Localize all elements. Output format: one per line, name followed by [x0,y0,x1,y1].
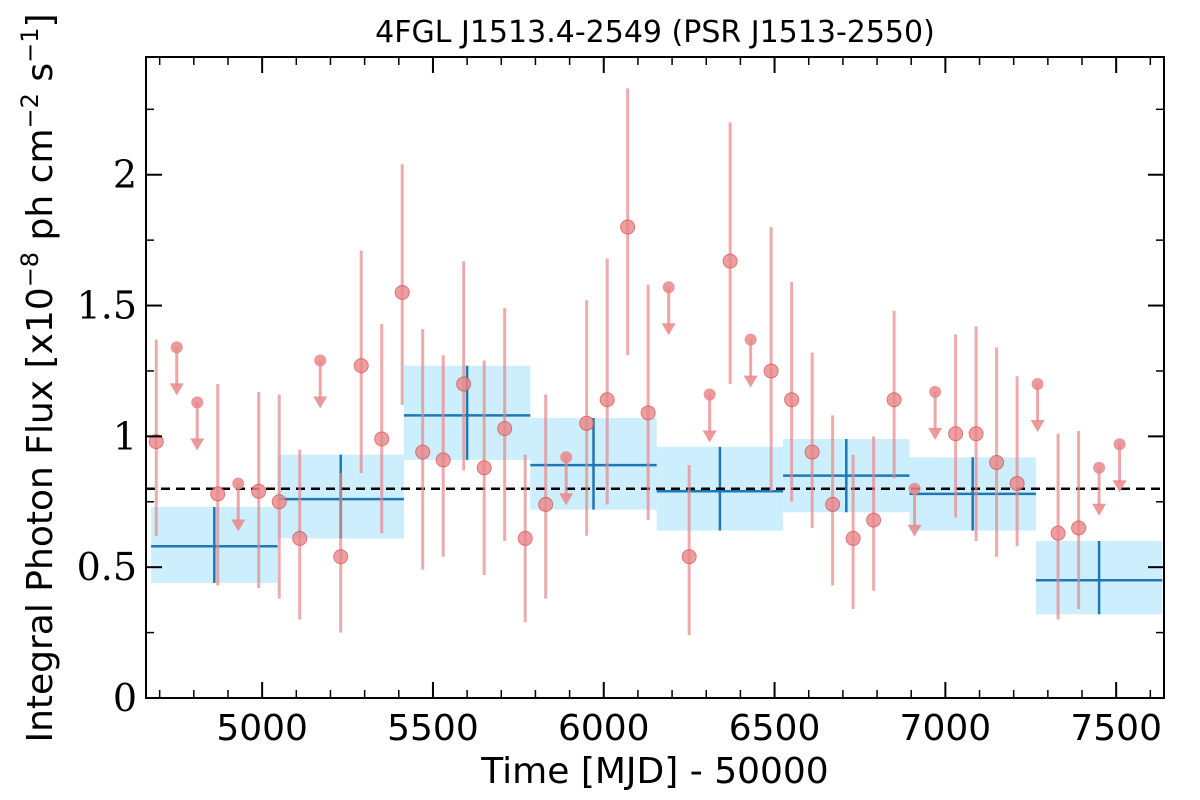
upper-limit-marker-37 [908,482,921,495]
data-point-24 [640,405,656,421]
data-point-32 [804,444,820,460]
upper-limit-arrow-29 [743,375,758,388]
data-point-44 [1050,525,1066,541]
y-axis-label-mid2: s [20,63,61,93]
data-point-31 [784,392,800,408]
data-point-40 [968,426,984,442]
upper-limit-marker-43 [1031,378,1044,391]
upper-limit-arrow-25 [661,323,676,336]
data-point-41 [989,455,1005,471]
upper-limit-marker-38 [929,385,942,398]
data-point-21 [579,415,595,431]
data-point-6 [271,494,287,510]
y-axis-label-mid: ph cm [20,128,61,251]
upper-limit-arrow-37 [907,524,922,537]
data-point-19 [538,496,554,512]
x-tick-label-5: 7500 [1070,708,1162,749]
data-point-28 [722,253,738,269]
upper-limit-arrow-1 [169,383,184,396]
data-point-5 [251,483,267,499]
upper-limit-marker-29 [744,333,757,346]
data-point-0 [148,434,164,450]
data-point-3 [210,486,226,502]
plot-area [146,88,1164,636]
y-axis-label: Integral Photon Flux [x10−8 ph cm−2 s−1] [16,13,61,742]
data-point-33 [825,496,841,512]
y-tick-label-3: 1.5 [77,284,137,328]
plot-frame [145,56,1165,699]
y-axis-label-end: ] [20,13,61,27]
data-point-23 [620,219,636,235]
upper-limit-marker-1 [170,341,183,354]
chart-title: 4FGL J1513.4-2549 (PSR J1513-2550) [375,15,935,50]
y-tick-label-4: 2 [113,153,137,197]
data-point-26 [681,549,697,565]
data-point-16 [476,460,492,476]
y-tick-label-1: 0.5 [77,545,137,589]
x-axis-label: Time [MJD] - 50000 [480,751,828,792]
x-tick-label-4: 7000 [900,708,992,749]
y-tick-label-2: 1 [113,414,137,458]
upper-limit-arrow-43 [1030,420,1045,433]
upper-limit-marker-2 [191,396,204,409]
x-tick-label-3: 6500 [729,708,821,749]
data-point-42 [1009,475,1025,491]
upper-limit-marker-4 [232,477,245,490]
upper-limit-arrow-27 [702,430,717,443]
data-point-14 [435,452,451,468]
upper-limit-arrow-8 [313,396,328,409]
x-tick-label-2: 6000 [558,708,650,749]
data-point-22 [599,392,615,408]
upper-limit-arrow-2 [190,438,205,451]
data-point-12 [394,284,410,300]
data-point-17 [497,421,513,437]
upper-limit-marker-46 [1093,461,1106,474]
data-point-30 [763,363,779,379]
upper-limit-arrow-47 [1112,480,1127,493]
data-point-39 [948,426,964,442]
y-axis-label-exp1: −8 [16,252,44,287]
data-point-15 [456,376,472,392]
upper-limit-arrow-4 [231,519,246,532]
upper-limit-arrow-20 [559,493,574,506]
data-point-36 [886,392,902,408]
data-point-34 [845,530,861,546]
x-tick-label-1: 5500 [387,708,479,749]
upper-limit-marker-20 [560,451,573,464]
upper-limit-arrow-46 [1092,503,1107,516]
y-axis-label-exp3: −1 [16,28,44,63]
data-point-10 [353,358,369,374]
data-point-9 [333,549,349,565]
data-point-11 [374,431,390,447]
x-tick-label-0: 5000 [216,708,308,749]
data-point-13 [415,444,431,460]
y-axis-label-exp2: −2 [16,93,44,128]
upper-limit-marker-8 [314,354,327,367]
y-tick-label-0: 0 [113,676,137,720]
data-point-45 [1071,520,1087,536]
upper-limit-marker-25 [662,281,675,294]
upper-limit-arrow-38 [928,427,943,440]
axis-ticks: 5000 5500 6000 6500 7000 7500 0 0.5 1 1.5 2 [77,57,1164,749]
data-point-35 [866,512,882,528]
y-axis-label-main: Integral Photon Flux [x10 [20,287,61,742]
upper-limit-marker-27 [703,388,716,401]
data-point-7 [292,530,308,546]
upper-limit-marker-47 [1113,438,1126,451]
data-point-18 [517,530,533,546]
